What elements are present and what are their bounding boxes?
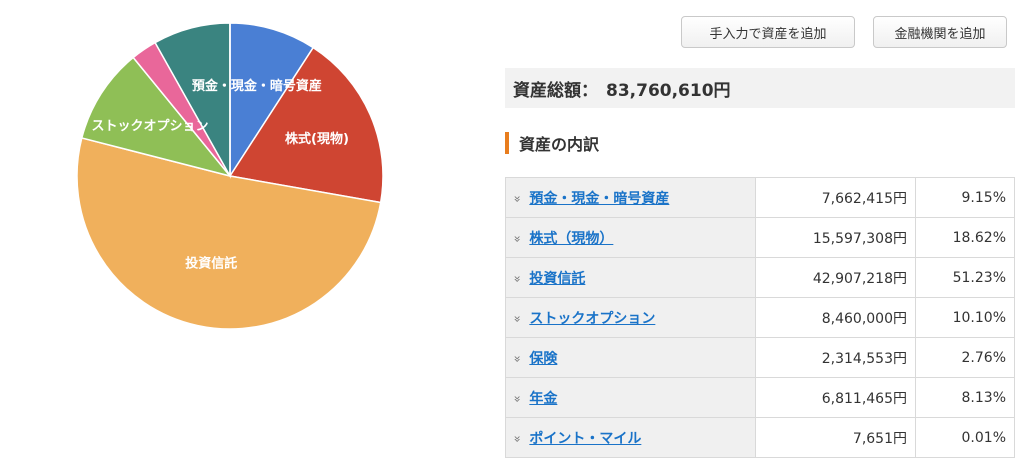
asset-name-link[interactable]: 年金 bbox=[529, 390, 558, 407]
asset-percent: 9.15% bbox=[915, 177, 1015, 218]
asset-amount: 7,651円 bbox=[755, 417, 916, 458]
double-chevron-down-icon[interactable]: » bbox=[510, 434, 525, 443]
asset-name-link[interactable]: 保険 bbox=[529, 350, 558, 367]
asset-pie-chart: 預金・現金・暗号資産株式(現物) 投資信託 ストックオプション bbox=[0, 0, 470, 472]
asset-amount: 42,907,218円 bbox=[755, 257, 916, 298]
add-institution-button[interactable]: 金融機関を追加 bbox=[873, 16, 1007, 48]
pie-slice-label: 投資信託 bbox=[185, 256, 237, 272]
pie-slice-label: 株式(現物) bbox=[285, 131, 349, 147]
asset-name-link[interactable]: 預金・現金・暗号資産 bbox=[529, 190, 670, 207]
asset-percent: 18.62% bbox=[915, 217, 1015, 258]
table-row: » 預金・現金・暗号資産 7,662,415円 9.15% bbox=[505, 177, 1015, 218]
double-chevron-down-icon[interactable]: » bbox=[510, 394, 525, 403]
asset-name-cell: » 預金・現金・暗号資産 bbox=[505, 177, 756, 218]
asset-amount: 15,597,308円 bbox=[755, 217, 916, 258]
manual-add-asset-button[interactable]: 手入力で資産を追加 bbox=[681, 16, 855, 48]
pie-slice bbox=[80, 56, 233, 178]
asset-name-cell: » 株式（現物） bbox=[505, 217, 756, 258]
double-chevron-down-icon[interactable]: » bbox=[510, 194, 525, 203]
asset-name-cell: » ストックオプション bbox=[505, 297, 756, 338]
asset-name-link[interactable]: 投資信託 bbox=[529, 270, 586, 287]
asset-name-cell: » 保険 bbox=[505, 337, 756, 378]
asset-amount: 2,314,553円 bbox=[755, 337, 916, 378]
total-assets-box: 資産総額： 83,760,610円 bbox=[505, 68, 1015, 108]
table-row: » 株式（現物） 15,597,308円 18.62% bbox=[505, 217, 1015, 258]
double-chevron-down-icon[interactable]: » bbox=[510, 274, 525, 283]
pie-slice-label: ストックオプション bbox=[92, 119, 209, 134]
table-row: » ストックオプション 8,460,000円 10.10% bbox=[505, 297, 1015, 338]
asset-breakdown-table: » 預金・現金・暗号資産 7,662,415円 9.15% » 株式（現物） 15,597,… bbox=[505, 177, 1015, 458]
pie-slice bbox=[76, 137, 382, 330]
section-title: 資産の内訳 bbox=[505, 132, 599, 154]
table-row: » 投資信託 42,907,218円 51.23% bbox=[505, 257, 1015, 298]
asset-name-cell: » 年金 bbox=[505, 377, 756, 418]
asset-percent: 51.23% bbox=[915, 257, 1015, 298]
asset-percent: 2.76% bbox=[915, 337, 1015, 378]
asset-percent: 8.13% bbox=[915, 377, 1015, 418]
asset-name-link[interactable]: ストックオプション bbox=[529, 310, 656, 327]
asset-amount: 8,460,000円 bbox=[755, 297, 916, 338]
asset-amount: 7,662,415円 bbox=[755, 177, 916, 218]
asset-name-link[interactable]: 株式（現物） bbox=[529, 230, 614, 247]
table-row: » 保険 2,314,553円 2.76% bbox=[505, 337, 1015, 378]
double-chevron-down-icon[interactable]: » bbox=[510, 354, 525, 363]
pie-slice-label: 預金・現金・暗号資産 bbox=[192, 78, 322, 94]
double-chevron-down-icon[interactable]: » bbox=[510, 314, 525, 323]
asset-amount: 6,811,465円 bbox=[755, 377, 916, 418]
asset-name-link[interactable]: ポイント・マイル bbox=[529, 430, 642, 447]
asset-name-cell: » 投資信託 bbox=[505, 257, 756, 298]
asset-name-cell: » ポイント・マイル bbox=[505, 417, 756, 458]
asset-percent: 0.01% bbox=[915, 417, 1015, 458]
pie-slice bbox=[228, 46, 384, 204]
table-row: » 年金 6,811,465円 8.13% bbox=[505, 377, 1015, 418]
total-assets-value: 83,760,610円 bbox=[606, 80, 731, 101]
pie-slice bbox=[229, 22, 315, 179]
double-chevron-down-icon[interactable]: » bbox=[510, 234, 525, 243]
asset-percent: 10.10% bbox=[915, 297, 1015, 338]
total-assets-label: 資産総額： bbox=[513, 80, 598, 101]
table-row: » ポイント・マイル 7,651円 0.01% bbox=[505, 417, 1015, 458]
